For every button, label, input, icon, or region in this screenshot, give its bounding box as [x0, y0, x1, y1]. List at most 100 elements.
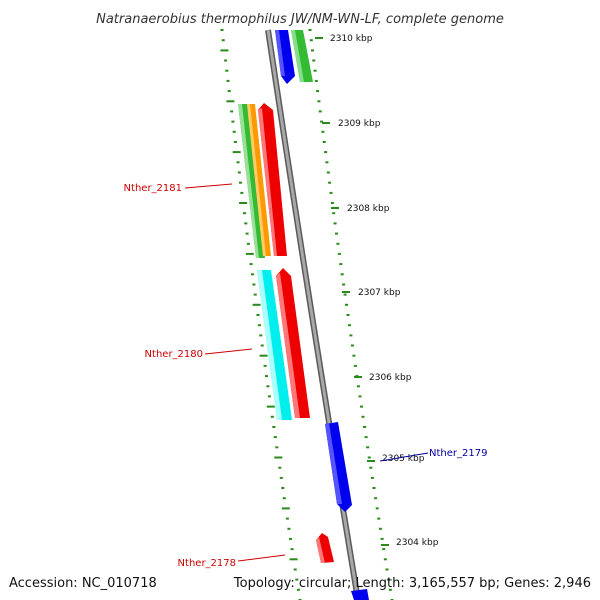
gene-orange-2181[interactable] [247, 104, 271, 256]
track-dot [295, 578, 299, 581]
track-dot [336, 242, 340, 245]
gene-label-nther-2179[interactable]: Nther_2179 [379, 448, 487, 462]
track-dot [220, 29, 224, 31]
track-dot [281, 487, 285, 489]
track-dot [232, 151, 241, 154]
track-dot [353, 364, 357, 367]
track-dot [221, 39, 225, 42]
track-dot [296, 588, 300, 591]
gene-blue-bottom[interactable] [351, 589, 369, 600]
track-dot [285, 517, 289, 520]
track-dot [270, 415, 274, 418]
track-dot [332, 212, 336, 215]
track-dot [279, 476, 283, 479]
gene-red-2181[interactable] [258, 103, 287, 256]
track-dot [370, 476, 374, 479]
track-dot [225, 69, 229, 72]
gene-label-nther-2181[interactable]: Nther_2181 [124, 183, 233, 194]
track-dot [372, 487, 376, 489]
track-dot [311, 49, 314, 52]
gene-blue-top[interactable] [275, 30, 295, 84]
track-dot [239, 181, 242, 184]
track-dot [309, 39, 313, 42]
track-dot [251, 273, 254, 276]
track-dot [333, 222, 337, 225]
track-dot [289, 558, 298, 561]
gene-cyan-2180[interactable] [257, 270, 292, 420]
tick-2306: 2306 kbp [354, 373, 412, 383]
track-dot [246, 242, 250, 245]
track-dot [253, 293, 257, 296]
track-dot [260, 344, 264, 347]
track-dot [245, 232, 249, 235]
gene-labels: Nther_2181 Nther_2180 Nther_2179 Nther_2… [124, 183, 488, 569]
track-dot [233, 141, 237, 143]
track-dot [287, 527, 291, 530]
svg-text:2310 kbp: 2310 kbp [330, 34, 373, 44]
track-dot [326, 171, 330, 174]
track-dot [316, 90, 320, 93]
track-dot [289, 537, 292, 540]
svg-text:Nther_2180: Nther_2180 [145, 349, 203, 360]
track-dot [240, 191, 244, 194]
tick-2310: 2310 kbp [315, 34, 373, 44]
track-dot [329, 191, 333, 194]
track-dot [274, 456, 283, 459]
track-dot [345, 303, 348, 306]
gene-blue-2179[interactable] [325, 422, 352, 512]
track-dot [312, 59, 316, 62]
track-dot [378, 527, 382, 530]
track-dot [257, 324, 261, 327]
track-dot [308, 29, 312, 31]
svg-text:Nther_2178: Nther_2178 [178, 558, 236, 569]
track-dot [377, 517, 381, 520]
track-dot [266, 385, 270, 388]
track-dot [320, 120, 324, 123]
track-dot [325, 161, 329, 164]
track-dot [343, 293, 347, 296]
svg-text:2304 kbp: 2304 kbp [396, 538, 439, 548]
track-dot [358, 395, 362, 398]
gene-green-top[interactable] [291, 30, 313, 82]
track-dot [290, 548, 294, 551]
track-dot [349, 334, 353, 337]
track-dot [350, 344, 354, 347]
track-dot [313, 69, 317, 72]
gene-green-2181[interactable] [238, 104, 265, 258]
track-dot [226, 100, 235, 103]
track-dot [342, 283, 346, 286]
track-dot [256, 314, 260, 316]
track-dot [352, 354, 356, 357]
track-dot [244, 222, 248, 225]
svg-text:2305 kbp: 2305 kbp [382, 454, 425, 464]
gene-label-nther-2178[interactable]: Nther_2178 [178, 554, 286, 569]
svg-text:2309 kbp: 2309 kbp [338, 119, 381, 129]
track-dot [387, 578, 391, 581]
track-dot [278, 466, 282, 469]
track-dot [266, 405, 275, 408]
track-dot [252, 303, 261, 306]
tick-2304: 2304 kbp [381, 538, 439, 548]
track-dot [282, 497, 286, 500]
gene-red-2180[interactable] [276, 268, 310, 418]
track-dot [367, 456, 371, 459]
track-dot [335, 232, 338, 235]
track-dot [226, 79, 230, 82]
track-dot [360, 405, 363, 408]
track-dot [293, 568, 297, 571]
track-dot [272, 426, 276, 428]
track-dot [259, 354, 268, 357]
track-dot [339, 263, 343, 266]
genome-backbone [265, 29, 361, 600]
track-dot [265, 375, 268, 378]
track-dot [340, 273, 344, 276]
gene-label-nther-2180[interactable]: Nther_2180 [145, 348, 253, 360]
track-dot [380, 537, 384, 540]
track-dot [383, 558, 387, 561]
gene-red-2178[interactable] [316, 533, 334, 563]
map-title: Natranaerobius thermophilus JW/NM-WN-LF,… [96, 12, 504, 27]
track-dot [318, 110, 322, 113]
svg-text:2307 kbp: 2307 kbp [358, 288, 401, 298]
track-dot [317, 100, 321, 103]
